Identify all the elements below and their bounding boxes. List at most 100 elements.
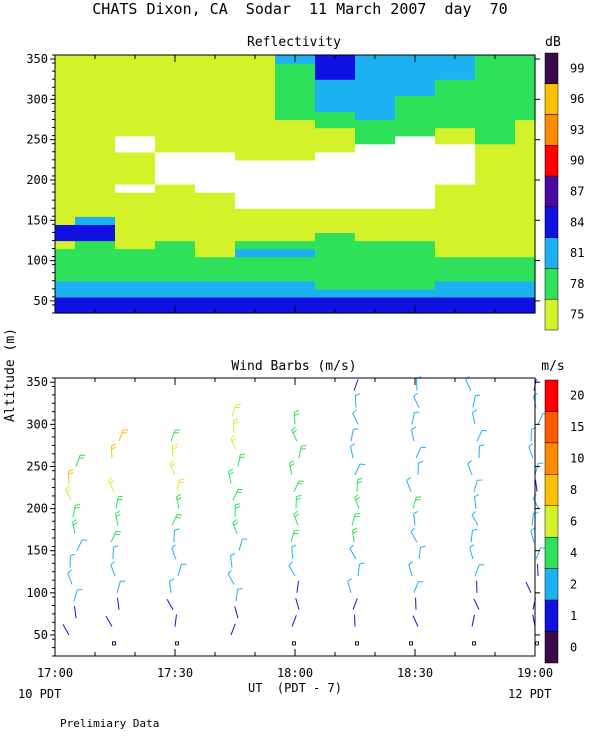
wind-x-axis — [54, 378, 536, 656]
left-footer-label: 10 PDT — [18, 687, 61, 701]
reflectivity-cell — [435, 87, 476, 96]
legend-label: 99 — [570, 61, 584, 75]
reflectivity-cell — [275, 159, 316, 169]
wind-barb — [409, 641, 413, 646]
legend-swatch — [544, 599, 559, 632]
wind-barb — [406, 476, 412, 492]
reflectivity-cell — [195, 256, 236, 266]
reflectivity-cell — [315, 288, 356, 298]
reflectivity-cell — [75, 111, 116, 121]
reflectivity-cell — [115, 95, 156, 104]
x-tick-label: 17:00 — [37, 666, 73, 680]
reflectivity-cell — [55, 216, 76, 225]
reflectivity-cell — [235, 175, 276, 185]
reflectivity-cell — [475, 79, 516, 88]
wind-barb — [235, 587, 243, 602]
reflectivity-cell — [235, 272, 276, 282]
reflectivity-cell — [435, 79, 476, 88]
reflectivity-cell — [195, 127, 236, 137]
reflectivity-cell — [475, 63, 516, 72]
reflectivity-cell — [315, 240, 356, 250]
reflectivity-cell — [155, 240, 196, 250]
wind-barb — [352, 409, 359, 425]
reflectivity-cell — [475, 264, 516, 274]
wind-barb — [534, 462, 544, 476]
wind-barb — [418, 545, 426, 560]
wind-barb — [116, 580, 126, 593]
x-axis-label: UT (PDT - 7) — [248, 681, 342, 695]
reflectivity-cell — [435, 232, 476, 242]
reflectivity-cell — [275, 256, 316, 266]
reflectivity-cell — [75, 95, 116, 104]
reflectivity-cell — [235, 95, 276, 104]
wind-barb — [290, 530, 300, 543]
legend-label: 8 — [570, 483, 577, 497]
reflectivity-cell — [435, 119, 476, 129]
reflectivity-cell — [155, 184, 196, 193]
wind-barb — [67, 569, 73, 585]
y-tick-label: 250 — [26, 133, 48, 147]
x-tick-label: 19:00 — [517, 666, 553, 680]
legend-swatch — [544, 175, 559, 208]
reflectivity-y-axis: 50 100 150 200 250 300 350 — [26, 52, 540, 314]
reflectivity-cell — [55, 272, 76, 282]
reflectivity-cell — [515, 127, 536, 137]
reflectivity-cell — [235, 280, 276, 290]
reflectivity-cell — [235, 159, 276, 169]
reflectivity-cell — [195, 159, 236, 169]
y-tick-label: 200 — [26, 173, 48, 187]
wind-barb — [171, 443, 178, 459]
reflectivity-cell — [395, 119, 436, 129]
reflectivity-cell — [75, 184, 116, 193]
reflectivity-cell — [195, 224, 236, 233]
reflectivity-cell — [355, 192, 396, 201]
legend-swatch — [544, 114, 559, 146]
reflectivity-cell — [515, 232, 536, 242]
reflectivity-cell — [355, 55, 396, 64]
reflectivity-cell — [475, 248, 516, 258]
wind-barb — [291, 544, 297, 560]
reflectivity-cell — [315, 111, 356, 121]
reflectivity-cell — [435, 248, 476, 258]
reflectivity-cell — [195, 272, 236, 282]
reflectivity-cell — [475, 135, 516, 145]
reflectivity-cell — [115, 288, 156, 298]
wind-barb — [413, 510, 419, 526]
legend-label: 1 — [570, 609, 577, 623]
reflectivity-cell — [195, 280, 236, 290]
reflectivity-cell — [395, 192, 436, 201]
wind-barb — [237, 453, 246, 467]
reflectivity-cell — [355, 248, 396, 258]
wind-barb — [174, 614, 177, 627]
y-tick-label: 350 — [26, 375, 48, 389]
wind-barb — [533, 392, 539, 408]
reflectivity-cell — [235, 184, 276, 193]
wind-barb — [417, 461, 424, 475]
reflectivity-cell — [315, 200, 356, 209]
reflectivity-cell — [55, 288, 76, 298]
reflectivity-cell — [115, 208, 156, 217]
reflectivity-cell — [155, 143, 196, 153]
reflectivity-cell — [115, 71, 156, 80]
y-tick-label: 50 — [34, 628, 48, 642]
reflectivity-cell — [275, 248, 316, 258]
reflectivity-cell — [75, 280, 116, 290]
reflectivity-cell — [395, 151, 436, 161]
reflectivity-cell — [515, 272, 536, 282]
reflectivity-cell — [115, 280, 156, 290]
reflectivity-cell — [195, 167, 236, 177]
legend-label: 6 — [570, 515, 577, 529]
legend-label: 0 — [570, 640, 577, 654]
reflectivity-cell — [275, 103, 316, 113]
y-tick-label: 150 — [26, 544, 48, 558]
reflectivity-cell — [235, 103, 276, 113]
reflectivity-cell — [195, 200, 236, 209]
reflectivity-cell — [355, 224, 396, 233]
reflectivity-cell — [475, 87, 516, 96]
legend-swatch — [544, 298, 559, 331]
reflectivity-cell — [75, 127, 116, 137]
reflectivity-cell — [475, 143, 516, 153]
reflectivity-cell — [55, 103, 76, 113]
reflectivity-cell — [195, 184, 236, 193]
wind-barb — [62, 624, 70, 636]
